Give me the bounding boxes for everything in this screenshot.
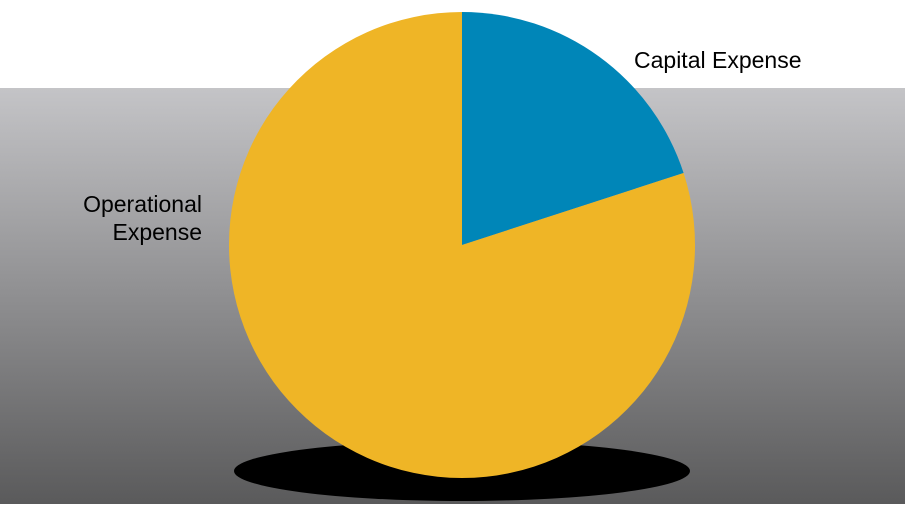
slice-label-capital-expense: Capital Expense — [634, 47, 802, 73]
pie-slice-operational-expense — [229, 12, 696, 479]
pie-slice-capital-expense — [462, 12, 684, 245]
slice-label-operational-line-1: Operational — [83, 191, 202, 217]
pie-slices — [229, 12, 696, 479]
slice-label-operational-expense: Operational Expense — [83, 190, 202, 246]
slice-label-operational-line-2: Expense — [112, 219, 202, 245]
